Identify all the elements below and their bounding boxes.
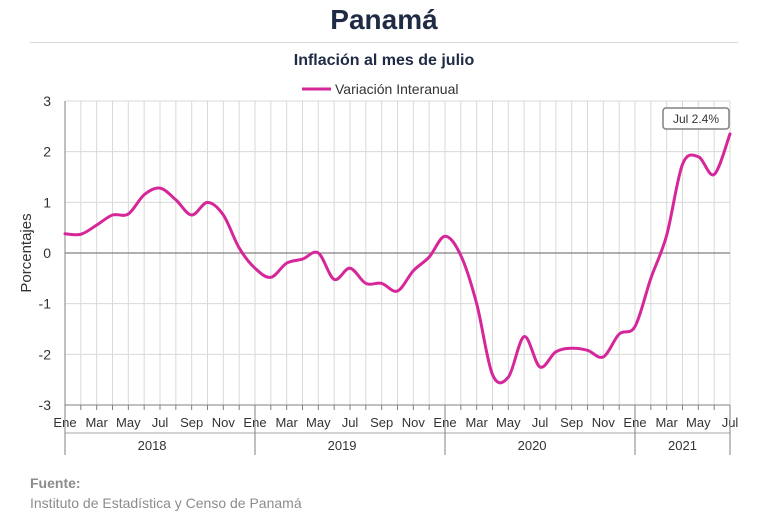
month-label: Jul	[342, 415, 359, 430]
y-axis: 3 2 1 0 -1 -2 -3	[39, 93, 66, 413]
x-axis: Ene Mar May Jul Sep Nov Ene Mar May Jul Sep Nov Ene M…	[53, 404, 738, 455]
month-label: Mar	[85, 415, 108, 430]
y-tick-label: 2	[43, 144, 51, 160]
year-label: 2019	[328, 438, 357, 453]
annotation-text: Jul 2.4%	[673, 112, 719, 126]
month-label: Mar	[655, 415, 678, 430]
legend: Variación Interanual	[302, 81, 458, 97]
annotation-box	[662, 107, 730, 130]
y-tick-label: -1	[39, 296, 52, 312]
month-label: Sep	[180, 415, 203, 430]
annotation-callout: Jul 2.4%	[662, 107, 730, 130]
month-label: Nov	[212, 415, 236, 430]
y-tick-label: -3	[39, 397, 52, 413]
y-tick-label: 0	[43, 245, 51, 261]
year-label: 2021	[668, 438, 697, 453]
y-tick-label: 3	[43, 93, 51, 109]
legend-label: Variación Interanual	[335, 81, 458, 97]
series-line-variacion-interanual	[63, 132, 732, 385]
y-axis-label: Porcentajes	[18, 213, 35, 292]
month-label: Jul	[152, 415, 169, 430]
month-label: Nov	[592, 415, 616, 430]
source-text: Instituto de Estadística y Censo de Pana…	[30, 495, 302, 511]
month-label: Nov	[402, 415, 426, 430]
series-group	[63, 132, 732, 385]
month-label: May	[306, 415, 331, 430]
month-label: May	[496, 415, 521, 430]
title-divider	[30, 42, 738, 43]
chart-title: Panamá	[330, 4, 438, 35]
year-label: 2020	[518, 438, 547, 453]
source-label: Fuente:	[30, 475, 81, 491]
y-tick-label: -2	[39, 346, 52, 362]
y-tick-label: 1	[43, 194, 51, 210]
month-label: Sep	[560, 415, 583, 430]
grid-lines	[64, 100, 731, 406]
month-label: Mar	[275, 415, 298, 430]
month-label: May	[116, 415, 141, 430]
month-label: May	[686, 415, 711, 430]
month-label: Jul	[532, 415, 549, 430]
chart-subtitle: Inflación al mes de julio	[293, 52, 475, 69]
year-label: 2018	[138, 438, 167, 453]
month-label: Sep	[370, 415, 393, 430]
month-label: Mar	[465, 415, 488, 430]
